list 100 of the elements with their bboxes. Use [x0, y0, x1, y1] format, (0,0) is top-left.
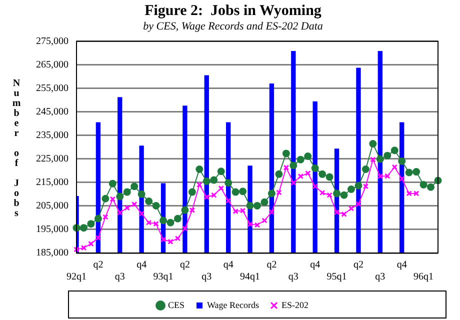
x-tick-label: q3	[114, 272, 125, 283]
x-tick-label: 96q1	[414, 272, 434, 283]
y-tick-label: 195,000	[36, 224, 68, 236]
x-tick-label: 95q1	[326, 272, 347, 283]
point	[356, 201, 362, 207]
x-tick-label: 92q1	[66, 272, 86, 283]
point	[312, 184, 318, 190]
point	[334, 209, 340, 216]
y-tick-label: 245,000	[36, 106, 68, 118]
point	[390, 146, 398, 154]
point	[182, 226, 188, 232]
point	[326, 192, 332, 198]
point	[138, 190, 146, 198]
point	[298, 173, 304, 180]
chart-title: Figure 2: Jobs in Wyoming	[144, 2, 322, 19]
point	[88, 240, 94, 247]
x-tick-label: q3	[288, 272, 298, 283]
point	[217, 168, 225, 176]
point	[260, 198, 268, 206]
legend-label: CES	[168, 300, 185, 310]
point	[224, 179, 232, 187]
point	[152, 202, 160, 210]
point	[376, 155, 384, 163]
y-tick-label: 205,000	[36, 200, 68, 212]
point	[146, 220, 152, 226]
point	[80, 244, 87, 251]
point	[247, 221, 253, 228]
point	[160, 236, 166, 242]
point	[218, 185, 224, 192]
point	[87, 220, 95, 228]
point	[348, 206, 354, 212]
point	[276, 190, 282, 196]
point	[362, 184, 369, 190]
point	[102, 194, 110, 202]
point	[196, 165, 204, 173]
point	[225, 198, 232, 204]
point	[117, 210, 123, 216]
point	[398, 176, 405, 182]
point	[398, 157, 406, 165]
point	[210, 176, 218, 184]
point	[254, 202, 261, 210]
point	[232, 208, 238, 214]
y-tick-label: 265,000	[36, 59, 68, 70]
point	[181, 206, 189, 214]
point	[275, 170, 283, 178]
point	[262, 218, 268, 224]
x-tick-label: q3	[375, 272, 386, 283]
point	[254, 222, 260, 228]
point	[168, 238, 174, 245]
point	[174, 214, 182, 222]
point	[354, 182, 362, 190]
point	[138, 210, 144, 217]
point	[427, 183, 435, 191]
point	[268, 190, 276, 198]
point	[166, 218, 174, 226]
x-tick-label: q4	[310, 260, 320, 271]
point	[211, 192, 217, 198]
point	[384, 173, 390, 179]
x-tick-label: q2	[266, 260, 277, 271]
y-tick-label: 275,000	[36, 36, 68, 47]
y-tick-label: 235,000	[36, 130, 68, 141]
y-tick-label: 255,000	[36, 82, 68, 94]
x-tick-label: 94q1	[240, 272, 260, 283]
point	[304, 170, 311, 176]
y-axis-title: Number of Jobs	[10, 78, 22, 218]
point	[202, 177, 210, 185]
point	[362, 165, 370, 173]
x-tick-label: q4	[396, 260, 407, 271]
point	[311, 164, 319, 172]
x-tick-label: 93q1	[153, 272, 174, 283]
point	[319, 190, 326, 196]
point	[239, 188, 247, 196]
x-tick-label: q3	[202, 272, 212, 283]
point	[290, 180, 296, 186]
point	[240, 208, 246, 214]
point	[130, 182, 138, 190]
point	[160, 216, 168, 224]
point	[94, 214, 102, 222]
x-tick-label: q4	[136, 260, 147, 271]
chart-subtitle: by CES, Wage Records and ES-202 Data	[143, 20, 324, 32]
point	[145, 197, 153, 205]
x-tick-label: q2	[180, 260, 190, 271]
point	[333, 190, 341, 198]
point	[340, 191, 348, 199]
point	[102, 214, 108, 220]
point	[204, 194, 210, 200]
point	[108, 180, 116, 188]
point	[153, 220, 159, 227]
point	[124, 204, 130, 211]
point	[406, 190, 412, 196]
point	[282, 150, 290, 158]
point	[116, 192, 124, 200]
x-tick-label: q4	[223, 260, 234, 271]
point	[347, 185, 355, 193]
point	[95, 235, 102, 241]
point	[131, 201, 138, 208]
y-tick-label: 185,000	[36, 248, 68, 259]
point	[283, 164, 290, 170]
point	[246, 202, 254, 210]
point	[110, 196, 116, 202]
